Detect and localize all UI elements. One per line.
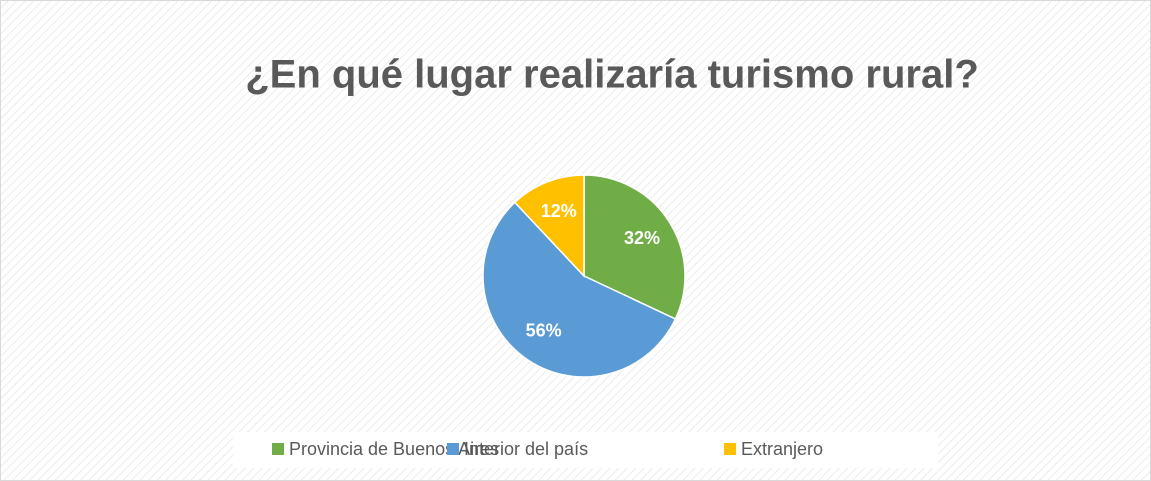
legend-swatch [447,443,459,455]
legend-swatch [272,443,284,455]
legend-swatch [724,443,736,455]
pie-slice [513,174,585,278]
data-label: 32% [624,228,660,248]
data-label: 56% [526,320,562,340]
legend-label: Extranjero [741,439,823,459]
chart-title: ¿En qué lugar realizaría turismo rural? [245,53,979,97]
legend-label: Provincia de Buenos Aires [289,439,499,459]
pie-slice [583,174,686,321]
pie-slice [482,201,677,378]
data-label: 12% [541,201,577,221]
legend-label: Interior del país [464,439,588,459]
legend-box [233,432,938,468]
